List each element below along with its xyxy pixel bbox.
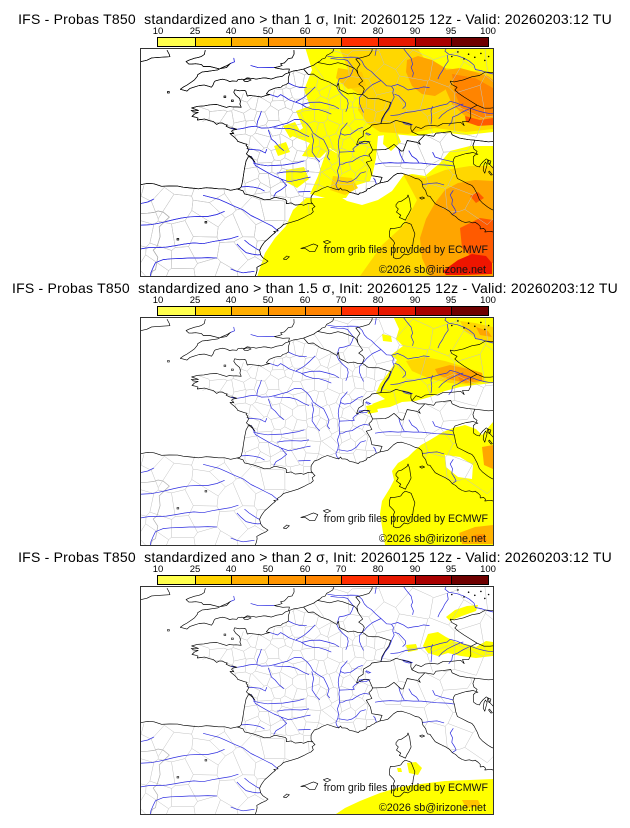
svg-text:from grib files provided by EC: from grib files provided by ECMWF: [324, 244, 489, 256]
svg-text:from grib files provided by EC: from grib files provided by ECMWF: [324, 782, 489, 794]
svg-text:©2026 sb@irizone.net: ©2026 sb@irizone.net: [379, 533, 486, 545]
svg-text:from grib files provided by EC: from grib files provided by ECMWF: [324, 513, 489, 525]
svg-text:©2026 sb@irizone.net: ©2026 sb@irizone.net: [379, 802, 486, 814]
svg-text:©2026 sb@irizone.net: ©2026 sb@irizone.net: [379, 264, 486, 276]
